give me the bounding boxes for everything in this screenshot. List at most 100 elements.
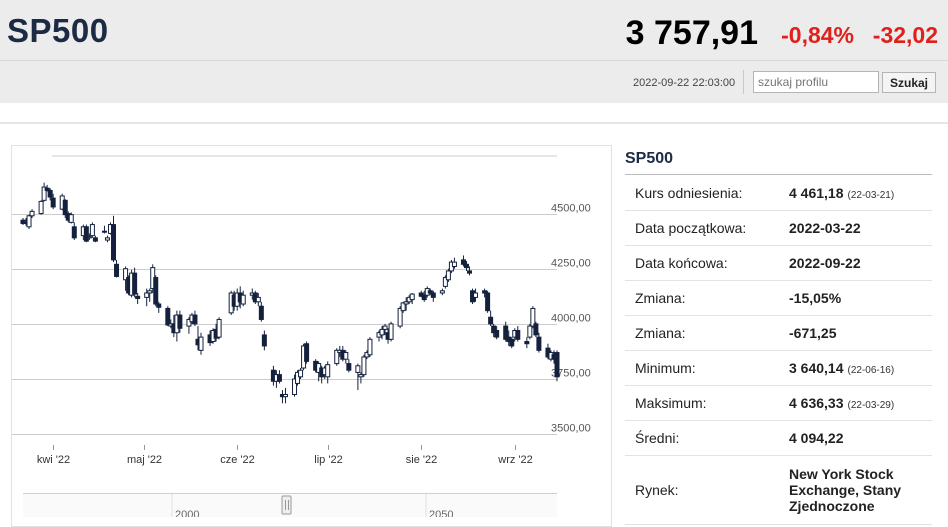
candle-up [240,294,246,305]
candle-up [530,307,536,327]
info-title-rule [625,174,932,175]
instrument-symbol: SP500 [7,12,109,49]
candle-down [427,290,433,294]
y-tick-label: 4250,00 [551,258,591,270]
candle-down [418,292,424,297]
navigator-label: 2050 [429,509,453,517]
info-table: Kurs odniesienia: 4 461,18 (22-03-21) Dat… [625,176,932,525]
info-row-change-percent: Zmiana: -15,05% [625,280,932,316]
info-row-change-absolute: Zmiana: -671,25 [625,315,932,351]
candle-down [509,338,515,347]
candle-up [409,293,415,301]
candle-down [346,363,352,371]
info-value: 3 640,14 (22-06-16) [779,350,932,386]
info-row-start-date: Data początkowa: 2022-03-22 [625,210,932,246]
candle-down [524,341,530,345]
info-value: 2022-03-22 [779,210,932,246]
profile-search-input[interactable] [753,71,879,93]
candle-up [403,301,409,305]
info-label: Zmiana: [625,280,779,316]
candle-down [463,263,469,269]
current-price: 3 757,91 [625,14,758,52]
candle-down [554,352,560,378]
info-value: 4 461,18 (22-03-21) [779,176,932,211]
candle-up [41,186,47,201]
candle-down [192,314,198,325]
info-value: 2022-09-22 [779,245,932,281]
candle-down [485,292,491,312]
candle-up [355,365,361,373]
candle-up [325,364,331,378]
candle-down [258,305,264,320]
candle-up [358,374,364,378]
info-value-date: (22-06-16) [847,365,895,376]
candle-up [186,318,192,327]
info-value: -15,05% [779,280,932,316]
info-label: Data końcowa: [625,245,779,281]
info-row-minimum: Minimum: 3 640,14 (22-06-16) [625,350,932,386]
info-value: 4 094,22 [779,420,932,456]
candle-down [156,303,162,308]
candle-down [50,197,56,208]
info-value-text: 4 636,33 [789,395,844,411]
header-divider [0,60,948,61]
candle-up [255,296,261,303]
candle-up [144,292,150,298]
price-chart-panel: 4500,00 4250,00 4000,00 3750,00 3500,00 kwi '… [11,145,612,527]
candle-up [292,378,298,395]
info-label: Średni: [625,420,779,456]
candle-up [282,393,288,398]
y-tick-label: 4000,00 [551,313,591,325]
timestamp-divider [743,70,744,94]
candle-down [503,325,509,340]
x-tick-label: sie '22 [406,454,437,466]
y-tick-label: 3500,00 [551,423,591,435]
header-bar: SP500 3 757,91 -0,84% -32,02 2022-09-22 … [0,0,948,103]
info-label: Kurs odniesienia: [625,176,779,211]
candle-up [334,349,340,365]
candle-down [421,294,427,301]
change-absolute: -32,02 [872,22,938,48]
info-value-text: 4 461,18 [789,185,844,201]
info-row-average: Średni: 4 094,22 [625,420,932,456]
candle-up [298,369,304,378]
candle-down [482,290,488,294]
info-value-text: 3 640,14 [789,360,844,376]
search-button[interactable]: Szukaj [882,72,936,93]
candle-up [101,230,107,233]
info-label: Minimum: [625,350,779,386]
candle-down [430,292,436,298]
candle-down [533,323,539,336]
info-label: Data początkowa: [625,210,779,246]
info-value-date: (22-03-29) [847,400,895,411]
candle-up [400,302,406,312]
x-tick-label: cze '22 [220,454,255,466]
candle-up [397,307,403,327]
candle-down [132,272,138,295]
candle-down [165,307,171,326]
candlestick-chart[interactable]: 4500,00 4250,00 4000,00 3750,00 3500,00 kwi '… [12,146,611,517]
candle-up [29,210,35,217]
info-value-date: (22-03-21) [847,190,895,201]
candle-up [451,261,457,268]
candle-down [71,226,77,239]
candle-down [276,374,282,382]
info-value: New York Stock Exchange, Stany Zjednoczo… [779,455,932,525]
candle-down [153,277,159,305]
info-row-maximum: Maksimum: 4 636,33 (22-03-29) [625,385,932,421]
candle-up [38,200,44,215]
candle-up [295,371,301,384]
candle-up [382,325,388,330]
candle-up [361,356,367,376]
candle-down [491,325,497,334]
candle-down [135,295,141,300]
candle-down [515,329,521,340]
candle-down [488,316,494,325]
quote-timestamp: 2022-09-22 22:03:00 [633,77,736,89]
candle-up [68,214,74,223]
info-row-market: Rynek: New York Stock Exchange, Stany Zj… [625,455,932,525]
candle-up [216,318,222,338]
candle-up [379,328,385,336]
navigator-handle [281,495,292,515]
candle-up [26,215,32,228]
